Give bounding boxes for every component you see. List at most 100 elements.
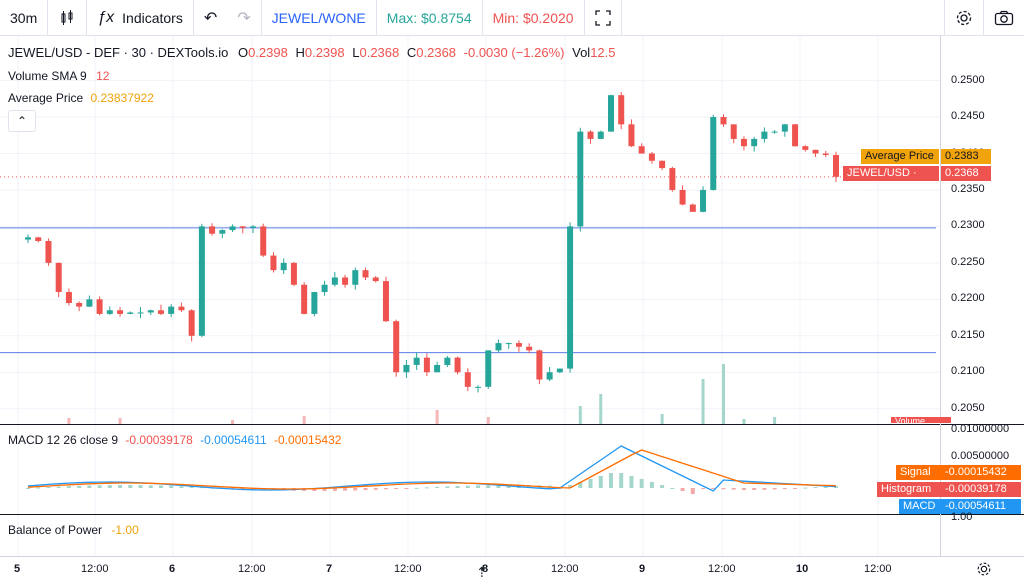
fullscreen-icon <box>594 9 611 26</box>
average-price-legend: Average Price 0.23837922 <box>8 91 154 105</box>
volume-sma-value: 12 <box>96 69 110 83</box>
candle-body <box>546 372 553 380</box>
pane-separator-macd[interactable] <box>0 424 1024 425</box>
candle-body <box>648 153 655 161</box>
candle-body <box>567 226 574 369</box>
chart-canvas[interactable] <box>0 36 940 556</box>
macd-histogram-bar <box>834 486 838 488</box>
macd-histogram-bar <box>322 488 327 491</box>
volume-value: 12.5 <box>590 45 616 60</box>
candle-body <box>669 168 676 190</box>
macd-histogram-bar <box>394 488 399 489</box>
bop-label: Balance of Power <box>8 523 103 537</box>
price-tick: 0.2350 <box>951 182 985 195</box>
macd-histogram-bar <box>476 485 481 488</box>
macd-legend-macd: -0.00054611 <box>200 433 267 447</box>
redo-button[interactable]: ↷ <box>227 0 262 36</box>
open-value: 0.2398 <box>248 45 288 60</box>
snapshot-button[interactable] <box>984 0 1024 36</box>
volume-label: Vol <box>572 45 591 60</box>
time-tick: 12:00 <box>394 563 422 575</box>
signal-tag-label: Signal <box>896 465 941 480</box>
candle-body <box>413 357 420 365</box>
macd-histogram-bar <box>823 486 828 488</box>
candle-body <box>342 277 349 285</box>
macd-histogram-bar <box>26 488 30 489</box>
macd-histogram-bar <box>332 488 337 491</box>
volume-bar <box>118 418 122 424</box>
macd-tag-value: -0.00054611 <box>941 499 1021 514</box>
candle-body <box>444 357 451 365</box>
macd-histogram-bar <box>598 476 603 488</box>
candle-body <box>137 312 144 314</box>
candle-body <box>321 284 328 293</box>
candle-body <box>127 312 134 314</box>
pair-link[interactable]: JEWEL/WONE <box>262 0 377 36</box>
candle-body <box>587 131 594 139</box>
price-tick: 0.2050 <box>951 401 985 414</box>
interval-button[interactable]: 30m <box>0 0 49 36</box>
candle-body <box>219 230 226 234</box>
candle-body <box>423 357 430 373</box>
macd-tag-label: MACD <box>899 499 941 514</box>
macd-histogram-bar <box>240 488 245 490</box>
macd-histogram-bar <box>813 486 818 488</box>
axis-settings-button[interactable] <box>976 561 994 579</box>
settings-button[interactable] <box>944 0 984 36</box>
macd-histogram-bar <box>363 488 368 491</box>
scroll-to-now-icon[interactable]: ⇡ <box>476 564 488 580</box>
macd-legend-hist: -0.00039178 <box>125 433 193 447</box>
chart-area[interactable]: JEWEL/USD - DEF · 30 · DEXTools.io O0.23… <box>0 36 940 556</box>
price-axis[interactable]: 0.25000.24500.24000.23500.23000.22500.22… <box>843 36 1024 556</box>
macd-histogram-bar <box>36 487 41 489</box>
volume-bar <box>721 364 725 424</box>
candle-body <box>362 270 369 278</box>
macd-line <box>27 445 837 492</box>
undo-button[interactable]: ↶ <box>194 0 227 36</box>
time-axis[interactable]: 5 12:00 6 12:00 7 12:00 8 12:00 9 12:00 10 12:00 ⇡ <box>0 556 1024 584</box>
candle-body <box>618 95 625 125</box>
redo-icon: ↷ <box>237 9 251 27</box>
gear-icon <box>977 562 991 576</box>
bop-tick: 1.00 <box>951 511 973 520</box>
price-tick: 0.2500 <box>951 73 985 86</box>
macd-tick-2: 0.00500000 <box>951 450 1010 462</box>
price-tick: 0.2100 <box>951 365 985 378</box>
collapse-legend-button[interactable]: ⌃ <box>8 110 36 132</box>
volume-bar <box>578 406 582 424</box>
macd-histogram-bar <box>455 486 460 488</box>
candle-body <box>106 310 113 314</box>
volume-sma-legend: Volume SMA 9 12 <box>8 69 109 83</box>
price-tick: 0.2150 <box>951 328 985 341</box>
macd-histogram-bar <box>690 488 695 494</box>
candle-body <box>229 226 236 231</box>
candle-body <box>96 299 103 314</box>
candle-body <box>45 241 52 263</box>
candle-body <box>475 386 482 388</box>
macd-histogram-bar <box>353 488 358 491</box>
macd-legend-signal: -0.00015432 <box>274 433 342 447</box>
pane-separator-bop[interactable] <box>0 514 1024 515</box>
candle-body <box>495 343 502 351</box>
indicators-button[interactable]: ƒx Indicators <box>87 0 194 36</box>
candle-body <box>812 149 819 154</box>
macd-histogram-bar <box>189 486 194 488</box>
candle-body <box>485 350 492 387</box>
candle-body <box>597 131 604 139</box>
fullscreen-button[interactable] <box>585 0 622 36</box>
macd-legend: MACD 12 26 close 9 -0.00039178 -0.000546… <box>8 433 341 447</box>
high-label: H <box>295 45 305 60</box>
candle-body <box>771 131 778 133</box>
candle-body <box>700 189 707 212</box>
macd-histogram-bar <box>578 482 583 488</box>
symbol-title: JEWEL/USD - DEF · 30 · DEXTools.io <box>8 45 229 60</box>
average-price-tag-value: 0.2383 <box>941 149 991 164</box>
histogram-tag-label: Histogram <box>877 482 941 497</box>
volume-bar <box>231 420 235 424</box>
candle-body <box>638 146 645 154</box>
volume-bar <box>302 416 306 424</box>
signal-tag-value: -0.00015432 <box>941 465 1021 480</box>
candle-style-button[interactable] <box>48 0 88 36</box>
candle-body <box>393 321 400 373</box>
candle-body <box>730 124 737 139</box>
